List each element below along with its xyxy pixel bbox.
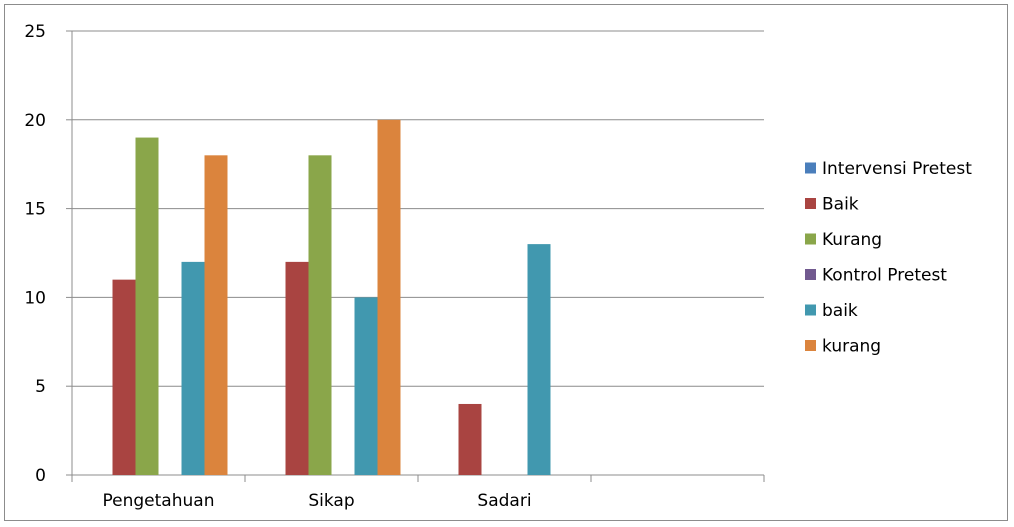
bar-baik-pengetahuan [181, 261, 205, 475]
bars [112, 119, 551, 476]
legend-swatch [805, 233, 816, 245]
y-tick-label: 0 [35, 466, 46, 486]
legend-label: Kurang [822, 230, 882, 250]
legend-label: Intervensi Pretest [822, 159, 972, 179]
x-tick-label: Sadari [477, 491, 531, 511]
bar-kurang-sikap [308, 155, 332, 475]
legend-swatch [805, 340, 816, 351]
legend-label: Baik [822, 195, 859, 215]
y-tick-label: 15 [24, 200, 46, 220]
axes [66, 30, 765, 482]
legend-label: baik [822, 301, 858, 321]
legend: Intervensi Pretest Baik Kurang Kontrol Pret… [805, 159, 972, 357]
x-tick-label: Pengetahuan [103, 491, 215, 511]
bar-baik-sadari [458, 403, 482, 475]
bar-kurang-sikap [377, 119, 401, 476]
legend-swatch [805, 269, 816, 280]
x-tick-label: Sikap [308, 491, 354, 511]
bar-kurang-pengetahuan [204, 155, 228, 475]
legend-swatch [805, 198, 816, 209]
y-tick-label: 25 [24, 22, 46, 42]
y-tick-label: 20 [24, 111, 46, 131]
legend-label: Kontrol Pretest [822, 266, 947, 286]
chart-frame [4, 4, 1008, 521]
gridlines [72, 30, 764, 387]
y-tick-label: 10 [24, 288, 46, 308]
tick-labels: 0 5 10 15 20 25 Pengetahuan Sikap Sadari [24, 22, 531, 511]
bar-baik-sikap [354, 297, 378, 475]
legend-swatch [805, 304, 816, 316]
bar-baik-sadari [527, 244, 551, 475]
bar-baik-sikap [285, 261, 309, 475]
legend-label: kurang [822, 337, 881, 357]
y-tick-label: 5 [35, 377, 46, 397]
legend-swatch [805, 162, 816, 174]
bar-baik-pengetahuan [112, 279, 136, 475]
bar-kurang-pengetahuan [135, 137, 159, 475]
